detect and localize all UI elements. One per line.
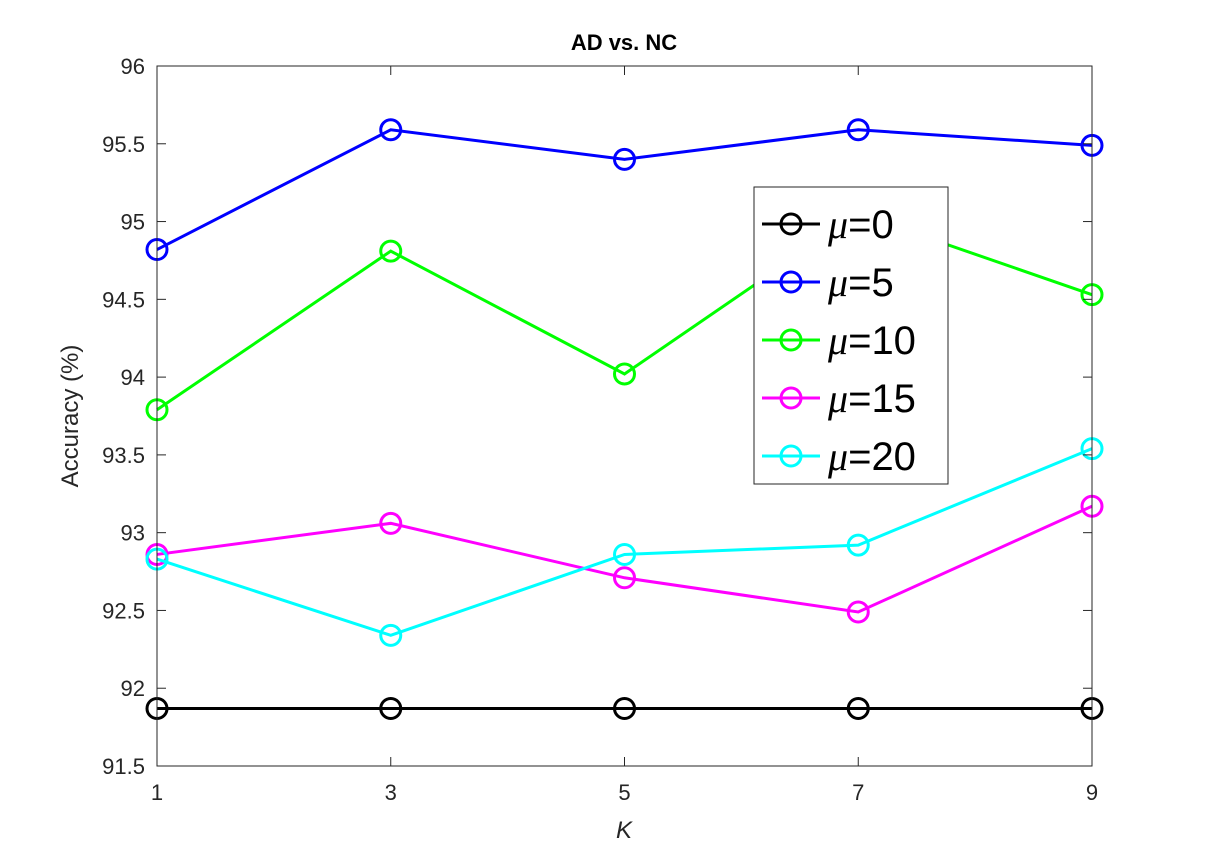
legend-item: μ=10 [762,318,916,363]
x-tick-label: 3 [385,780,397,805]
legend-label: μ=5 [827,260,894,305]
legend-label-mu: μ [827,376,848,421]
x-tick-labels: 1 3 5 7 9 [151,780,1098,805]
data-point-marker [613,696,636,720]
data-point-marker [379,696,403,720]
data-point-marker [379,511,403,535]
legend-label: μ=10 [827,318,916,363]
y-tick-label: 93 [121,521,145,546]
x-tick-label: 1 [151,780,163,805]
x-tick-label: 7 [852,780,864,805]
data-point-marker [613,362,636,386]
x-tick-label: 5 [618,780,630,805]
series-1 [145,118,1104,262]
series-4 [145,437,1104,647]
series-0 [145,696,1104,720]
data-point-marker [846,118,870,142]
y-tick-label: 95 [121,210,145,235]
legend-marker-swatch [779,270,803,294]
legend-marker-swatch [779,386,803,410]
legend-item: μ=15 [762,376,916,421]
data-point-marker [613,147,636,171]
data-point-marker [379,118,403,142]
y-tick-label: 93.5 [102,443,145,468]
plot-area-frame [156,65,1093,767]
data-point-marker [846,533,870,557]
legend-marker-swatch [779,444,803,468]
data-point-marker [613,542,636,566]
legend-label-value: =10 [848,319,916,363]
legend-label-mu: μ [827,260,848,305]
y-tick-label: 94 [121,365,145,390]
x-axis-label: K [616,817,633,844]
legend-item: μ=20 [762,434,916,479]
x-tick-label: 9 [1086,780,1098,805]
legend-marker-swatch [779,328,803,352]
legend-label-value: =5 [848,261,894,305]
data-point-marker [379,623,403,647]
legend-item: μ=0 [762,202,894,247]
legend-label-value: =0 [848,203,894,247]
series-2 [145,202,1104,422]
legend-label-mu: μ [827,202,848,247]
data-point-marker [846,600,870,624]
y-tick-label: 94.5 [102,287,145,312]
y-tick-label: 91.5 [102,754,145,779]
series-line [156,447,1093,637]
legend-item: μ=5 [762,260,894,305]
legend-label-value: =15 [848,377,916,421]
series-line [156,128,1093,251]
y-axis-label: Accuracy (%) [57,345,84,488]
legend-label-mu: μ [827,434,848,479]
legend-box [753,186,949,485]
y-tick-label: 95.5 [102,132,145,157]
series-line [156,212,1093,412]
legend-marker-swatch [779,212,803,236]
legend-label: μ=15 [827,376,916,421]
chart-title: AD vs. NC [571,30,677,55]
axis-ticks [156,65,1093,767]
series-line [156,504,1093,614]
y-tick-label: 92 [121,676,145,701]
legend-label: μ=20 [827,434,916,479]
data-point-marker [379,239,403,263]
y-tick-label: 96 [121,54,145,79]
legend-label-value: =20 [848,435,916,479]
data-point-marker [846,696,870,720]
legend: μ=0μ=5μ=10μ=15μ=20 [753,186,949,485]
legend-label: μ=0 [827,202,894,247]
y-tick-label: 92.5 [102,598,145,623]
plot-lines [145,118,1104,720]
y-tick-labels: 91.5 92 92.5 93 93.5 94 94.5 95 95.5 96 [102,54,145,779]
legend-label-mu: μ [827,318,848,363]
data-point-marker [613,566,636,590]
